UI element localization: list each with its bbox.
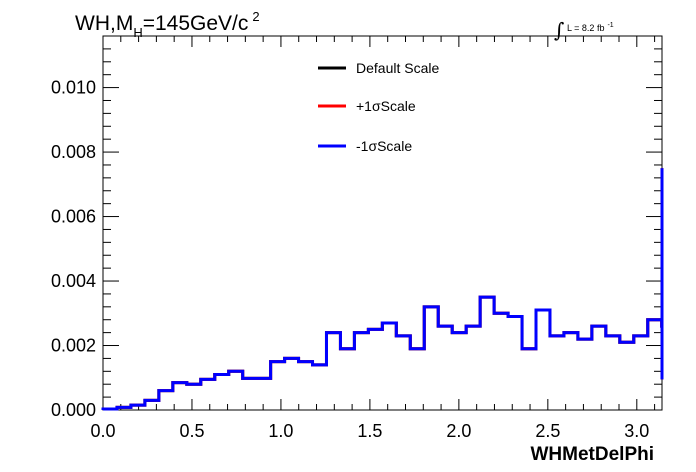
integral-sign: ∫: [554, 18, 564, 42]
series-group: [101, 168, 664, 411]
series-line-0: [101, 168, 664, 411]
y-tick-label: 0.010: [51, 78, 96, 98]
title-superscript: 2: [252, 9, 259, 24]
series-line-2: [101, 168, 664, 411]
x-tick-label: 1.0: [268, 421, 293, 441]
y-tick-label: 0.008: [51, 142, 96, 162]
axes: 0.0 0.5 1.0 1.5 2.0 2.5 3.0 0.000 0.002 0.004 0.00…: [51, 35, 662, 441]
x-tick-label: 2.0: [446, 421, 471, 441]
x-axis-label: WHMetDelPhi: [531, 444, 655, 465]
lumi-superscript: -1: [607, 22, 613, 29]
lumi-label: L = 8.2 fb -1: [567, 22, 614, 33]
title-subscript: H: [133, 25, 142, 40]
x-tick-label: 3.0: [624, 421, 649, 441]
y-tick-label: 0.002: [51, 336, 96, 356]
y-tick-label: 0.006: [51, 207, 96, 227]
y-tick-label: 0.000: [51, 400, 96, 420]
x-tick-label: 2.5: [535, 421, 560, 441]
x-tick-label: 0.5: [179, 421, 204, 441]
title-main: WH,M: [75, 12, 133, 35]
plot-frame: [102, 35, 663, 411]
x-tick-label: 1.5: [357, 421, 382, 441]
series-line-1: [101, 168, 664, 411]
y-tick-label: 0.004: [51, 271, 96, 291]
lumi-text: L = 8.2 fb: [567, 23, 604, 33]
legend-label-plus1sigma: +1σScale: [356, 98, 416, 114]
x-tick-label: 0.0: [90, 421, 115, 441]
title-rest: =145GeV/c: [143, 12, 249, 35]
legend: Default Scale +1σScale -1σScale: [318, 60, 439, 154]
legend-label-default: Default Scale: [356, 60, 439, 76]
chart-title: WH,MH=145GeV/c 2: [75, 9, 260, 40]
legend-label-minus1sigma: -1σScale: [356, 138, 412, 154]
